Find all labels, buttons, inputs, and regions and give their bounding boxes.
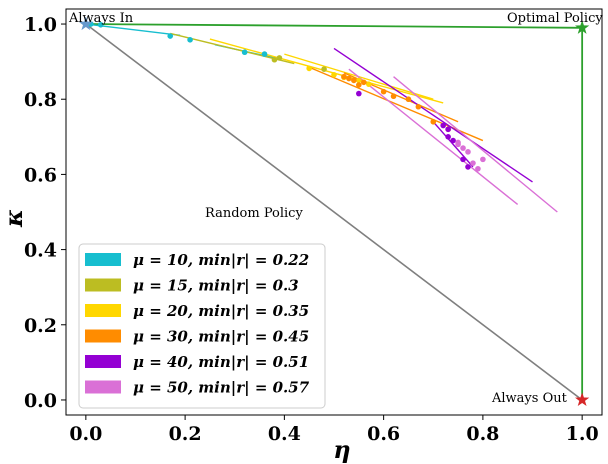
plot-frame xyxy=(65,8,603,416)
data-point-series-5 xyxy=(465,164,471,170)
x-tick-label: 0.0 xyxy=(69,423,102,445)
data-point-series-3 xyxy=(306,65,312,72)
x-axis-label: η xyxy=(333,435,350,464)
y-tick-label: 0.6 xyxy=(24,164,57,186)
legend-label: μ = 20, min|r| = 0.35 xyxy=(133,302,309,320)
data-point-series-5 xyxy=(445,126,451,133)
legend-swatch xyxy=(85,380,121,394)
x-tick-label: 0.8 xyxy=(466,423,499,445)
data-point-series-2 xyxy=(271,56,278,63)
legend-swatch xyxy=(85,329,121,343)
x-tick-label: 1.0 xyxy=(566,423,599,445)
data-point-series-5 xyxy=(440,122,446,129)
plot-border xyxy=(65,8,603,416)
always-out-star xyxy=(575,392,590,407)
data-point-series-4 xyxy=(380,88,387,95)
legend-swatch xyxy=(85,304,121,317)
stars xyxy=(78,16,590,407)
annotation-random-policy: Random Policy xyxy=(205,206,303,221)
legend-swatch xyxy=(85,355,121,368)
data-point-series-4 xyxy=(351,77,357,84)
axis-ticks: 0.0 0.2 0.4 0.6 0.8 1.0 0.0 0.2 0.4 0.6 0.8 1.0 xyxy=(24,14,599,445)
data-point-series-6 xyxy=(460,145,466,151)
fit-line-series-3 xyxy=(209,38,444,104)
data-points xyxy=(88,21,486,172)
fit-line-series-6 xyxy=(348,68,519,206)
legend-label: μ = 30, min|r| = 0.45 xyxy=(133,328,309,346)
data-point-series-1 xyxy=(97,21,104,28)
data-point-series-6 xyxy=(455,141,461,148)
data-point-series-6 xyxy=(475,165,481,172)
y-axis-label: κ xyxy=(0,209,28,228)
y-tick-label: 0.2 xyxy=(24,315,57,337)
x-tick-label: 0.4 xyxy=(268,423,301,445)
data-point-series-1 xyxy=(241,49,248,56)
data-point-series-6 xyxy=(465,149,471,155)
data-point-series-6 xyxy=(480,156,486,163)
data-point-series-4 xyxy=(341,73,347,80)
data-point-series-1 xyxy=(261,51,268,57)
data-point-series-2 xyxy=(321,66,327,72)
data-point-series-4 xyxy=(360,79,367,86)
data-point-series-3 xyxy=(365,81,372,87)
data-point-series-2 xyxy=(276,55,283,61)
legend-label: μ = 50, min|r| = 0.57 xyxy=(133,379,310,397)
fit-line-series-5 xyxy=(432,121,474,168)
data-point-series-1 xyxy=(167,33,174,39)
legend-swatch xyxy=(85,278,121,292)
y-tick-label: 1.0 xyxy=(24,14,57,36)
legend-box xyxy=(78,243,326,409)
data-point-series-5 xyxy=(356,90,362,97)
annotation-always-in: Always In xyxy=(68,11,134,26)
data-point-series-4 xyxy=(415,103,422,110)
random-policy-line xyxy=(85,23,583,401)
data-point-series-6 xyxy=(470,160,476,166)
fit-line-series-6 xyxy=(393,76,558,213)
data-point-series-3 xyxy=(331,71,337,78)
y-tick-label: 0.0 xyxy=(24,390,57,412)
fit-lines xyxy=(85,23,558,213)
legend-label: μ = 15, min|r| = 0.3 xyxy=(133,277,299,295)
data-point-series-1 xyxy=(187,37,193,43)
x-tick-label: 0.6 xyxy=(367,423,400,445)
always-in-star xyxy=(78,16,93,31)
data-point-series-4 xyxy=(405,96,412,103)
legend-swatch xyxy=(85,253,121,266)
legend: μ = 10, min|r| = 0.22 μ = 15, min|r| = 0.… xyxy=(78,243,326,409)
data-point-series-5 xyxy=(445,134,451,140)
legend-label: μ = 10, min|r| = 0.22 xyxy=(133,251,309,269)
y-tick-label: 0.4 xyxy=(24,240,57,262)
optimal-star xyxy=(575,20,590,34)
legend-label: μ = 40, min|r| = 0.51 xyxy=(133,353,309,371)
x-tick-label: 0.2 xyxy=(169,423,202,445)
data-point-series-4 xyxy=(356,82,362,88)
data-point-series-5 xyxy=(450,137,456,144)
annotation-always-out: Always Out xyxy=(491,391,568,406)
data-point-series-5 xyxy=(460,156,466,163)
fit-line-series-5 xyxy=(333,47,533,183)
data-point-series-4 xyxy=(346,75,352,82)
annotation-optimal-policy: Optimal Policy xyxy=(507,11,603,26)
data-point-series-3 xyxy=(356,77,362,84)
data-point-series-4 xyxy=(390,93,397,100)
data-point-series-4 xyxy=(430,118,437,125)
y-tick-label: 0.8 xyxy=(24,89,57,111)
